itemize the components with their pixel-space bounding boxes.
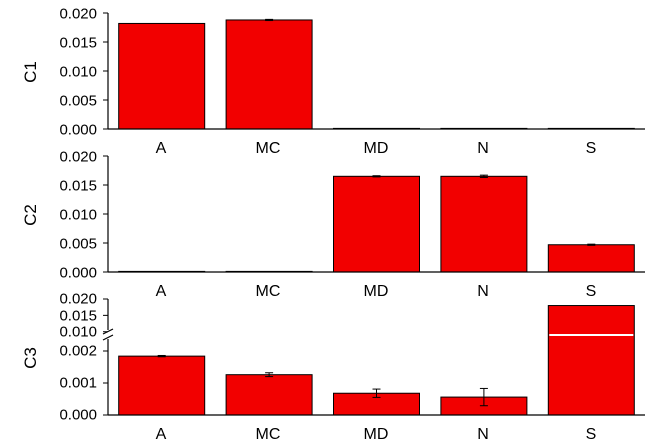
c2-category-label-md: MD — [364, 283, 389, 300]
panel-c1: 0.000 0.005 0.010 0.015 0.020 A MC MD N … — [21, 6, 645, 157]
c1-error-bar-mc — [265, 18, 274, 22]
c1-ytick-label-2: 0.010 — [59, 64, 97, 81]
c3-ytick-label-5: 0.020 — [59, 291, 97, 308]
c3-bar-mc — [225, 374, 313, 416]
c2-error-bar-n — [479, 174, 488, 178]
c1-category-label-md: MD — [364, 140, 389, 157]
c1-category-label-mc: MC — [256, 140, 281, 157]
c2-axes — [103, 155, 645, 273]
panel-c3: 0.000 0.001 0.002 0.010 0.015 0.020 A MC… — [21, 291, 645, 443]
c1-bar-mc — [225, 19, 313, 130]
c3-error-bar-mc — [265, 372, 274, 378]
c2-ytick-label-4: 0.020 — [59, 149, 97, 166]
c3-bars — [118, 305, 635, 416]
c3-ytick-label-4: 0.015 — [59, 308, 97, 325]
c3-error-bar-a — [157, 354, 166, 358]
c1-ytick-label-0: 0.000 — [59, 122, 97, 139]
c3-ytick-label-3: 0.010 — [59, 324, 97, 341]
c1-bars — [118, 19, 635, 130]
c3-category-label-md: MD — [364, 426, 389, 443]
c2-bar-md — [333, 175, 420, 273]
c1-ytick-label-3: 0.015 — [59, 35, 97, 52]
c3-error-bar-md — [372, 388, 381, 398]
c2-error-bars — [372, 174, 596, 246]
c2-ytick-label-0: 0.000 — [59, 265, 97, 282]
c2-y-axis-title: C2 — [21, 204, 40, 226]
c2-error-bar-md — [372, 175, 381, 178]
c2-category-label-s: S — [586, 283, 597, 300]
c2-error-bar-s — [587, 243, 596, 246]
c3-axes — [102, 298, 645, 416]
c3-y-axis-title: C3 — [21, 347, 40, 369]
c3-ytick-label-2: 0.002 — [59, 343, 97, 360]
c1-axes — [103, 12, 645, 130]
c3-ytick-label-1: 0.001 — [59, 375, 97, 392]
c1-category-label-s: S — [586, 140, 597, 157]
c3-category-label-mc: MC — [256, 426, 281, 443]
c3-ytick-label-0: 0.000 — [59, 407, 97, 424]
c3-category-label-n: N — [477, 426, 489, 443]
c1-error-bars — [265, 18, 274, 22]
c3-error-bars — [157, 354, 488, 407]
c2-category-label-n: N — [477, 283, 489, 300]
c2-category-label-a: A — [156, 283, 167, 300]
c2-ytick-label-1: 0.005 — [59, 236, 97, 253]
c1-category-label-n: N — [477, 140, 489, 157]
c3-category-label-s: S — [586, 426, 597, 443]
c1-category-label-a: A — [156, 140, 167, 157]
c1-y-axis-title: C1 — [21, 61, 40, 83]
c1-ytick-label-1: 0.005 — [59, 93, 97, 110]
c1-bar-a — [118, 22, 206, 130]
c3-category-label-a: A — [156, 426, 167, 443]
c3-axis-break-mark-lower — [102, 334, 114, 341]
c2-ytick-label-3: 0.015 — [59, 178, 97, 195]
c2-bar-n — [440, 175, 528, 273]
c2-bars — [118, 175, 635, 273]
c1-ytick-label-4: 0.020 — [59, 6, 97, 23]
c2-ytick-label-2: 0.010 — [59, 207, 97, 224]
c3-bar-s — [547, 305, 635, 416]
panel-c2: 0.000 0.005 0.010 0.015 0.020 A MC MD N … — [21, 149, 645, 300]
c2-bar-s — [547, 244, 635, 273]
c3-error-bar-n — [479, 387, 488, 407]
c3-bar-a — [118, 355, 206, 416]
c2-category-label-mc: MC — [256, 283, 281, 300]
